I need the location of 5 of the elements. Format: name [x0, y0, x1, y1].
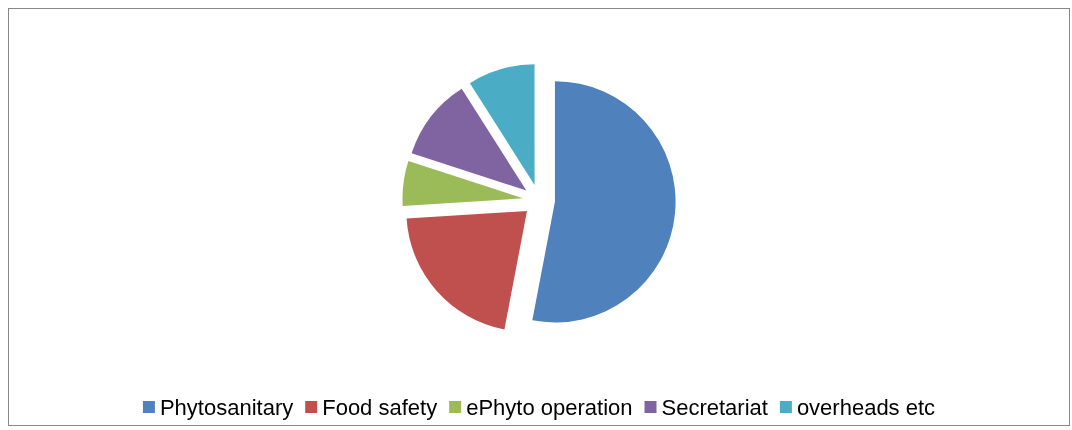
legend-label: Phytosanitary [159, 394, 294, 420]
legend-label: ePhyto operation [466, 394, 633, 420]
legend-label: Food safety [322, 394, 438, 420]
legend-label: Secretariat [661, 394, 768, 420]
legend-label: overheads etc [796, 394, 936, 420]
